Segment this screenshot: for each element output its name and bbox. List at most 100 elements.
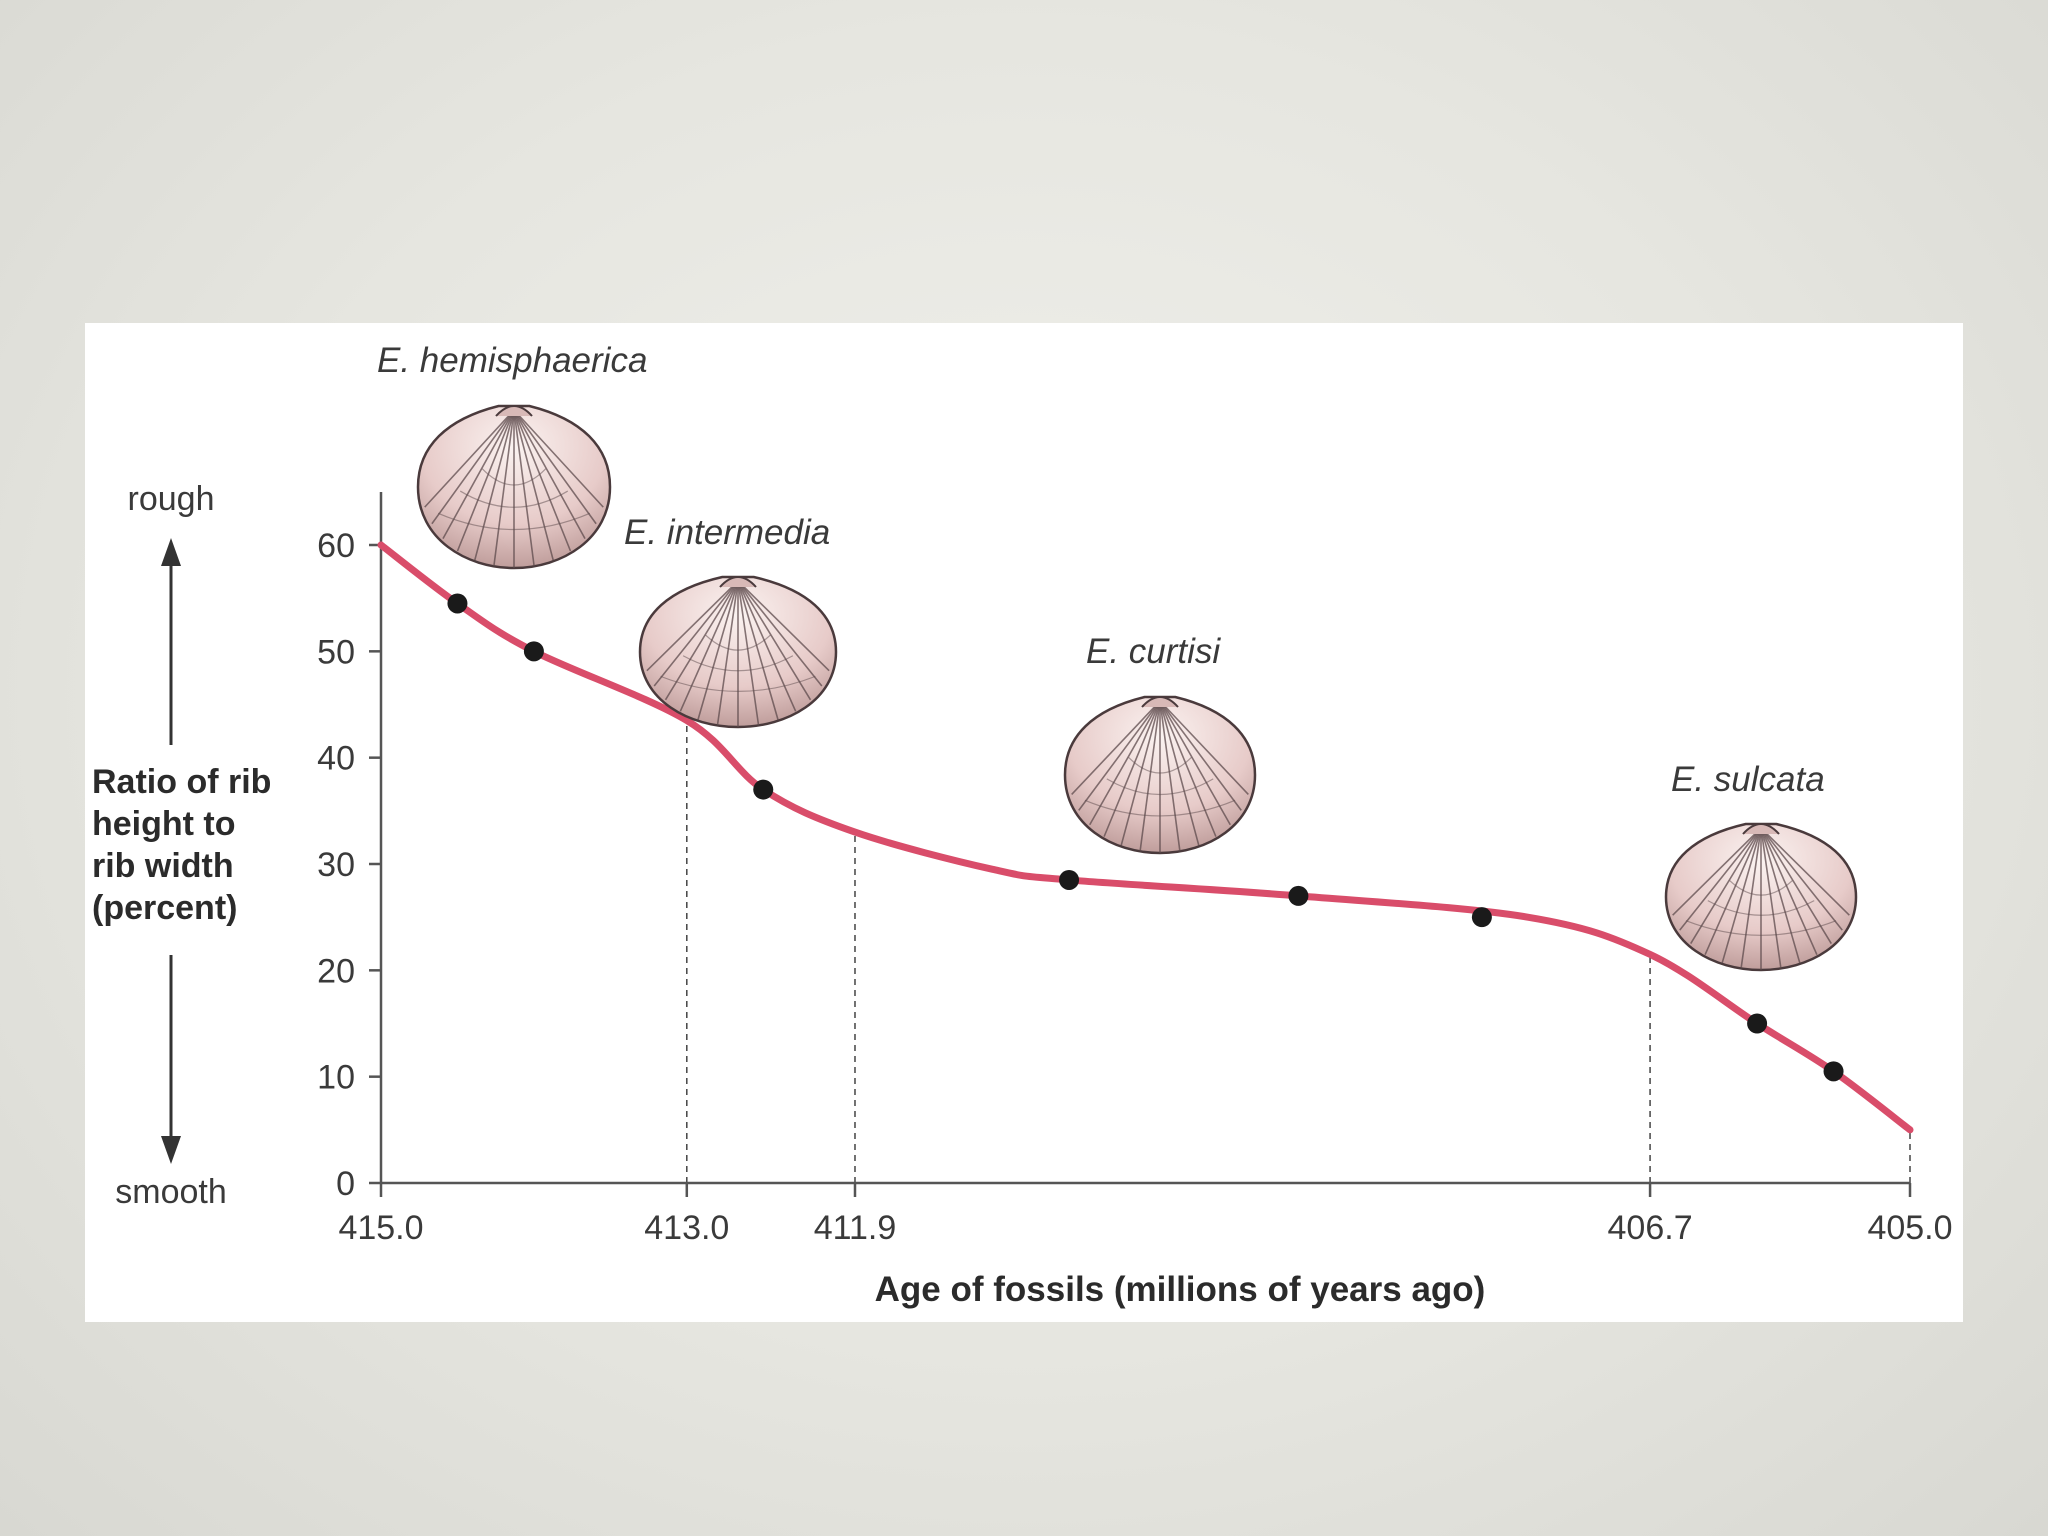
y-tick-label: 40 (317, 740, 355, 778)
shell-growth-line (660, 675, 816, 692)
shell-growth-line (1084, 799, 1236, 817)
shell-growth-line (705, 634, 771, 651)
arrow-down-head (161, 1136, 181, 1164)
x-tick-label: 415.0 (338, 1209, 423, 1247)
shell-rib (646, 580, 739, 672)
shell-growth-line (1685, 920, 1837, 936)
shell-rib (431, 409, 515, 525)
x-tick-label: 413.0 (644, 1209, 729, 1247)
shell-rib (737, 580, 797, 712)
data-point (1059, 869, 1080, 890)
shell-rib (1078, 700, 1161, 811)
data-point (753, 779, 774, 800)
shell-growth-line (1128, 757, 1192, 774)
species-label: E. hemisphaerica (377, 341, 647, 380)
shell-rib (737, 580, 823, 687)
y-axis-title-line: rib width (92, 847, 234, 885)
shell-growth-line (1707, 900, 1815, 916)
shell-rib (737, 580, 812, 701)
shell-growth-line (481, 468, 547, 486)
shell-growth-line (459, 490, 569, 508)
shell-rib (1690, 827, 1762, 944)
shell-rib (716, 580, 739, 726)
shell-rib (442, 409, 515, 540)
shell-rib (1139, 700, 1161, 852)
shell-growth-line (1106, 778, 1214, 795)
shell-rib (513, 409, 572, 552)
shell-growth-line (1729, 880, 1793, 896)
shell-rib (1672, 827, 1762, 916)
shell-rib (737, 580, 779, 721)
data-point (1747, 1013, 1768, 1034)
shell-rib (1120, 700, 1161, 846)
y-bottom-word: smooth (115, 1173, 227, 1211)
species-label: E. curtisi (1086, 632, 1221, 671)
shell-rib (1159, 700, 1242, 811)
shell-rib (1760, 827, 1818, 956)
shell-rib (1679, 827, 1762, 931)
x-tick-label: 405.0 (1867, 1209, 1952, 1247)
shell-rib (1721, 827, 1762, 964)
data-point (1288, 885, 1309, 906)
shell-rib (653, 580, 739, 687)
shell-rib (679, 580, 739, 712)
y-axis-title-line: (percent) (92, 889, 237, 927)
shell-curtisi (1063, 695, 1257, 855)
shell-rib (1760, 827, 1801, 964)
arrow-up-head (161, 538, 181, 566)
shell-umbo (1742, 823, 1780, 835)
shell-rib (493, 409, 515, 567)
shell-rib (1103, 700, 1161, 837)
shell-rib (1159, 700, 1181, 852)
shell-rib (513, 409, 586, 540)
data-point (1471, 907, 1492, 928)
data-point (447, 593, 468, 614)
x-axis-title: Age of fossils (millions of years ago) (875, 1270, 1486, 1309)
y-tick-label: 30 (317, 846, 355, 884)
y-tick-label: 10 (317, 1059, 355, 1097)
shell-rib (1159, 700, 1231, 826)
y-top-word: rough (128, 480, 215, 518)
shell-rib (1159, 700, 1200, 846)
shell-rib (737, 580, 760, 726)
shell-rib (1071, 700, 1161, 795)
shell-umbo (1141, 696, 1179, 708)
shell-rib (1159, 700, 1249, 795)
shell-growth-line (437, 512, 591, 531)
y-tick-label: 20 (317, 952, 355, 990)
shell-rib (697, 580, 739, 721)
x-tick-label: 411.9 (814, 1209, 897, 1247)
shell-rib (1740, 827, 1762, 969)
shell-rib (456, 409, 515, 552)
y-tick-label: 60 (317, 527, 355, 565)
shell-rib (664, 580, 739, 701)
shell-rib (513, 409, 555, 561)
shell-rib (1089, 700, 1161, 826)
data-point (523, 641, 544, 662)
shell-sulcata (1664, 822, 1858, 972)
shell-rib (513, 409, 604, 508)
y-axis-title-line: Ratio of rib (92, 763, 271, 801)
shell-rib (1760, 827, 1850, 916)
species-label: E. sulcata (1671, 760, 1825, 799)
shell-rib (513, 409, 597, 525)
shell-umbo (495, 405, 533, 417)
shell-rib (1760, 827, 1832, 944)
shell-rib (473, 409, 515, 561)
y-tick-label: 50 (317, 633, 355, 671)
shell-rib (1760, 827, 1782, 969)
data-point (1823, 1061, 1844, 1082)
shell-umbo (719, 576, 757, 588)
shell-intermedia (638, 575, 838, 729)
shell-rib (737, 580, 830, 672)
x-tick-label: 406.7 (1608, 1209, 1693, 1247)
shell-rib (1760, 827, 1843, 931)
shell-hemisphaerica (416, 404, 612, 570)
shell-rib (1159, 700, 1217, 837)
y-tick-label: 0 (336, 1165, 355, 1203)
shell-rib (513, 409, 535, 567)
shell-rib (424, 409, 515, 508)
shell-rib (1704, 827, 1762, 956)
species-label: E. intermedia (624, 513, 830, 552)
